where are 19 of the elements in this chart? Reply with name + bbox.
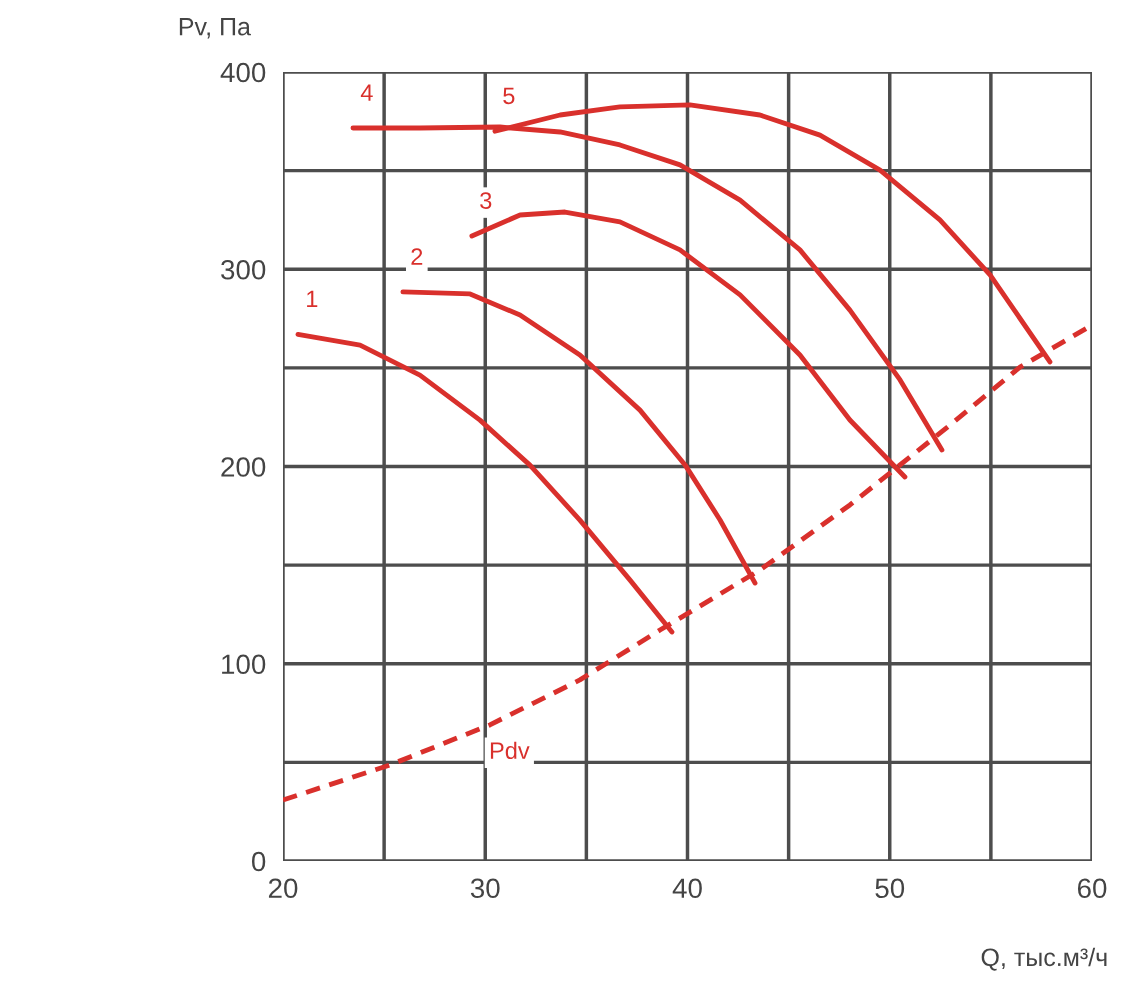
y-tick-label: 200	[221, 457, 266, 477]
x-tick-label: 50	[875, 878, 905, 899]
series-label: 2	[411, 248, 423, 265]
y-tick-label: 400	[220, 62, 266, 83]
y-tick-label: 300	[221, 259, 266, 280]
y-tick-label: 100	[222, 654, 266, 675]
x-tick-label: 40	[672, 878, 702, 899]
y-axis-title: Pv, Па	[179, 18, 251, 39]
x-tick-label: 30	[470, 878, 500, 899]
x-tick-label: 20	[268, 878, 298, 899]
x-axis-title: Q, тыс.м³/ч	[981, 947, 1107, 971]
x-tick-label: 60	[1077, 878, 1107, 899]
series-label: 1	[307, 290, 318, 308]
annotation: Pdv	[490, 741, 530, 760]
series-label: 4	[360, 84, 373, 101]
series-label: 3	[480, 192, 492, 209]
line-series	[295, 331, 675, 635]
y-tick-label: 0	[251, 851, 266, 872]
series-label: 5	[503, 87, 515, 105]
